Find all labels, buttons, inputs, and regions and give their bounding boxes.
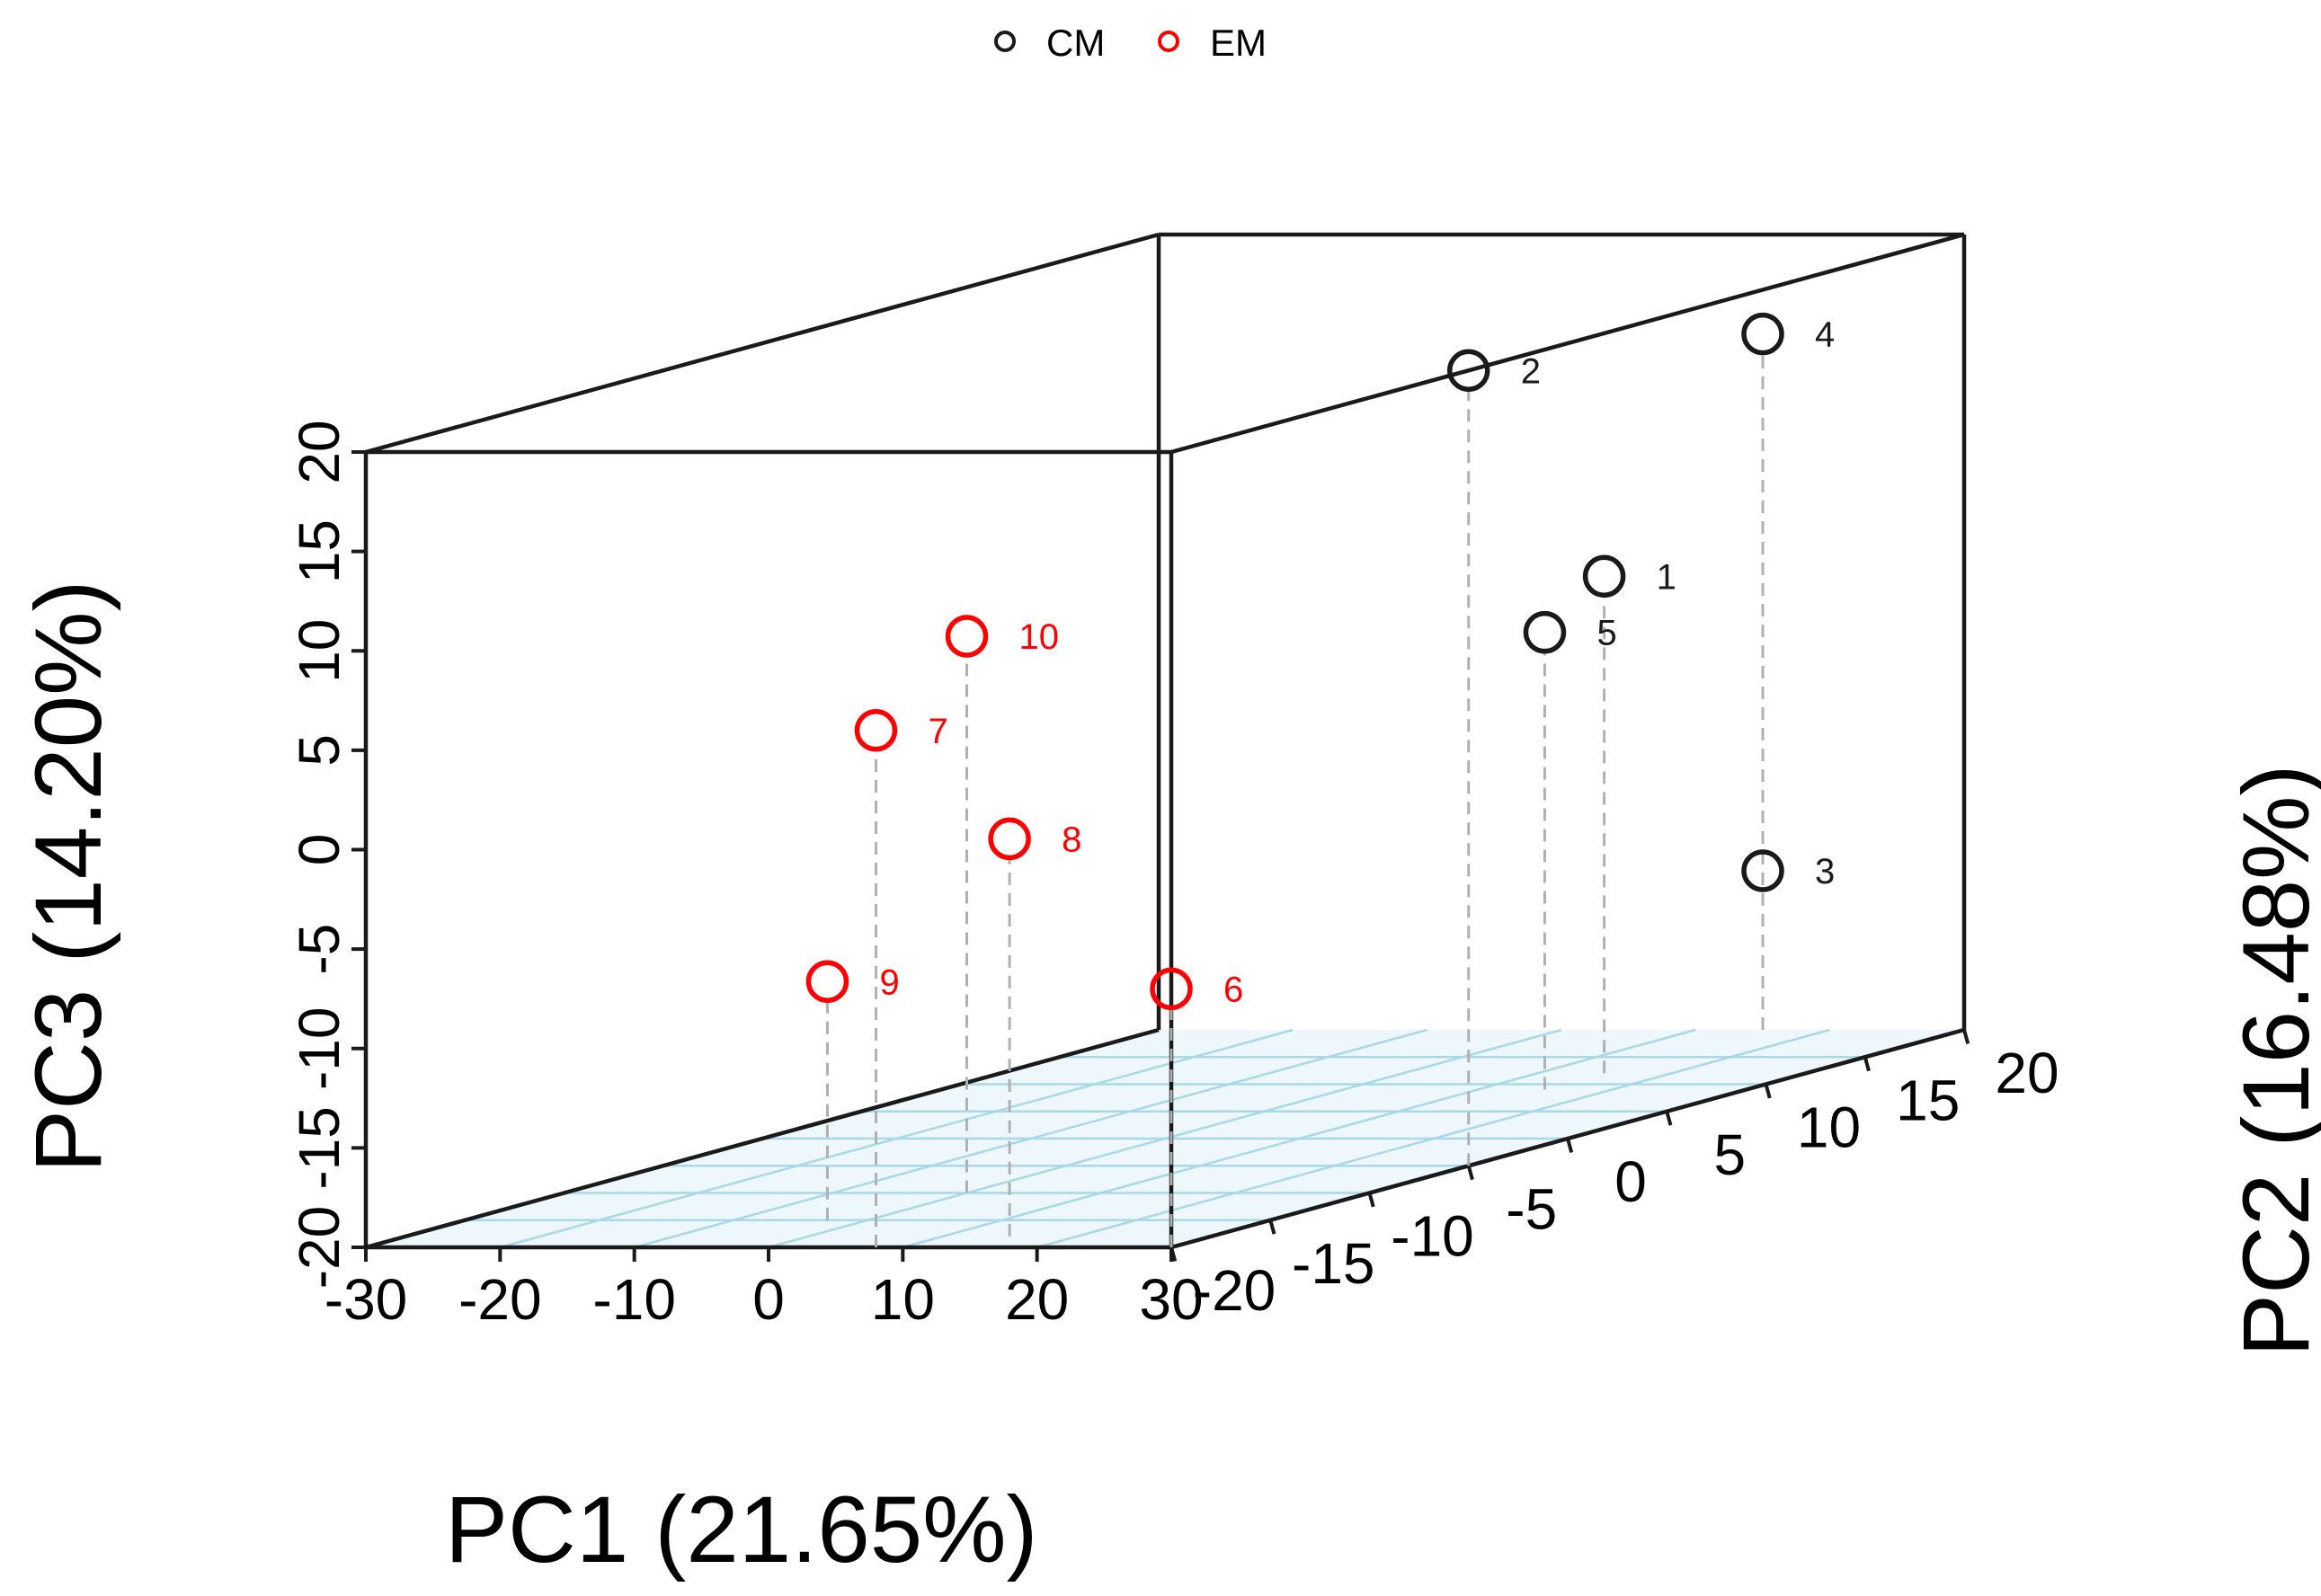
data-points: 1 2 3 4 5 6 7 8 9 10 [805,312,1835,1011]
y-tick-label: 0 [1614,1149,1647,1214]
y-tick-label: -20 [1193,1258,1276,1323]
legend-label-em: EM [1210,22,1267,64]
z-tick-label: -20 [287,1206,351,1290]
x-tick-label: -10 [592,1267,676,1332]
point-em-8 [988,817,1031,861]
z-tick-label: 10 [287,619,351,683]
legend: CM EM [994,22,1267,64]
x-tick-label: 30 [1139,1267,1203,1332]
x-axis-title: PC1 (21.65%) [445,1477,1037,1583]
legend-marker-cm [994,31,1016,52]
y-tick-mark [1863,1056,1871,1072]
x-tick-label: 10 [871,1267,935,1332]
z-tick-label: 5 [287,734,351,767]
x-tick-label: -30 [325,1267,408,1332]
point-label-1: 1 [1657,557,1676,597]
y-tick-mark [1962,1029,1970,1044]
point-cm-1 [1582,554,1626,598]
x-tick-label: 0 [752,1267,785,1332]
y-tick-label: -10 [1391,1204,1474,1269]
y-tick-label: 5 [1713,1122,1746,1187]
point-label-7: 7 [928,712,947,751]
z-tick-label: -5 [287,924,351,975]
z-tick-label: -15 [287,1106,351,1190]
point-label-6: 6 [1223,970,1243,1009]
z-tick-label: 15 [287,519,351,583]
z-tick-label: 20 [287,420,351,483]
y-tick-mark [1566,1138,1574,1153]
point-label-10: 10 [1019,617,1060,657]
x-tick-label: 20 [1005,1267,1069,1332]
y-tick-mark [1268,1219,1276,1235]
z-axis-title: PC3 (14.20%) [16,581,121,1173]
floor-grid [366,1028,1964,1249]
grid-line-width [903,1028,1696,1249]
y-tick-label: -15 [1292,1231,1375,1296]
grid-line-width [768,1028,1562,1249]
point-cm-3 [1741,849,1784,892]
y-tick-label: 20 [1995,1041,2059,1105]
y-tick-mark [1665,1111,1673,1126]
grid-line-width [634,1028,1427,1249]
y-tick-label: 10 [1797,1095,1861,1160]
box-edge [1170,232,1965,455]
point-cm-2 [1447,349,1490,392]
y-axis-title: PC2 (16.48%) [2224,765,2321,1357]
y-tick-mark [1169,1246,1178,1262]
point-label-8: 8 [1062,820,1081,859]
grid-line-width [500,1028,1294,1249]
z-tick-label: -10 [287,1007,351,1091]
y-tick-mark [1764,1083,1772,1099]
grid-line-width [1036,1028,1830,1249]
y-tick-mark [1466,1165,1474,1181]
point-label-2: 2 [1521,351,1541,391]
point-em-6 [1150,967,1193,1011]
point-em-10 [945,615,989,658]
point-label-5: 5 [1596,614,1616,653]
point-em-7 [854,709,898,752]
box-edge [365,1027,1160,1250]
point-label-4: 4 [1815,315,1835,355]
y-tick-label: 15 [1896,1068,1960,1132]
y-tick-label: -5 [1506,1176,1557,1241]
drop-lines [825,353,1765,1247]
point-cm-5 [1523,610,1567,654]
z-tick-label: 0 [287,834,351,866]
point-label-9: 9 [879,962,899,1002]
point-label-3: 3 [1815,852,1835,891]
legend-label-cm: CM [1046,22,1105,64]
box-edge [365,232,1160,455]
point-cm-4 [1741,312,1784,356]
point-em-9 [805,960,849,1003]
legend-marker-em [1158,31,1179,52]
y-tick-mark [1367,1192,1375,1208]
x-tick-label: -20 [458,1267,542,1332]
